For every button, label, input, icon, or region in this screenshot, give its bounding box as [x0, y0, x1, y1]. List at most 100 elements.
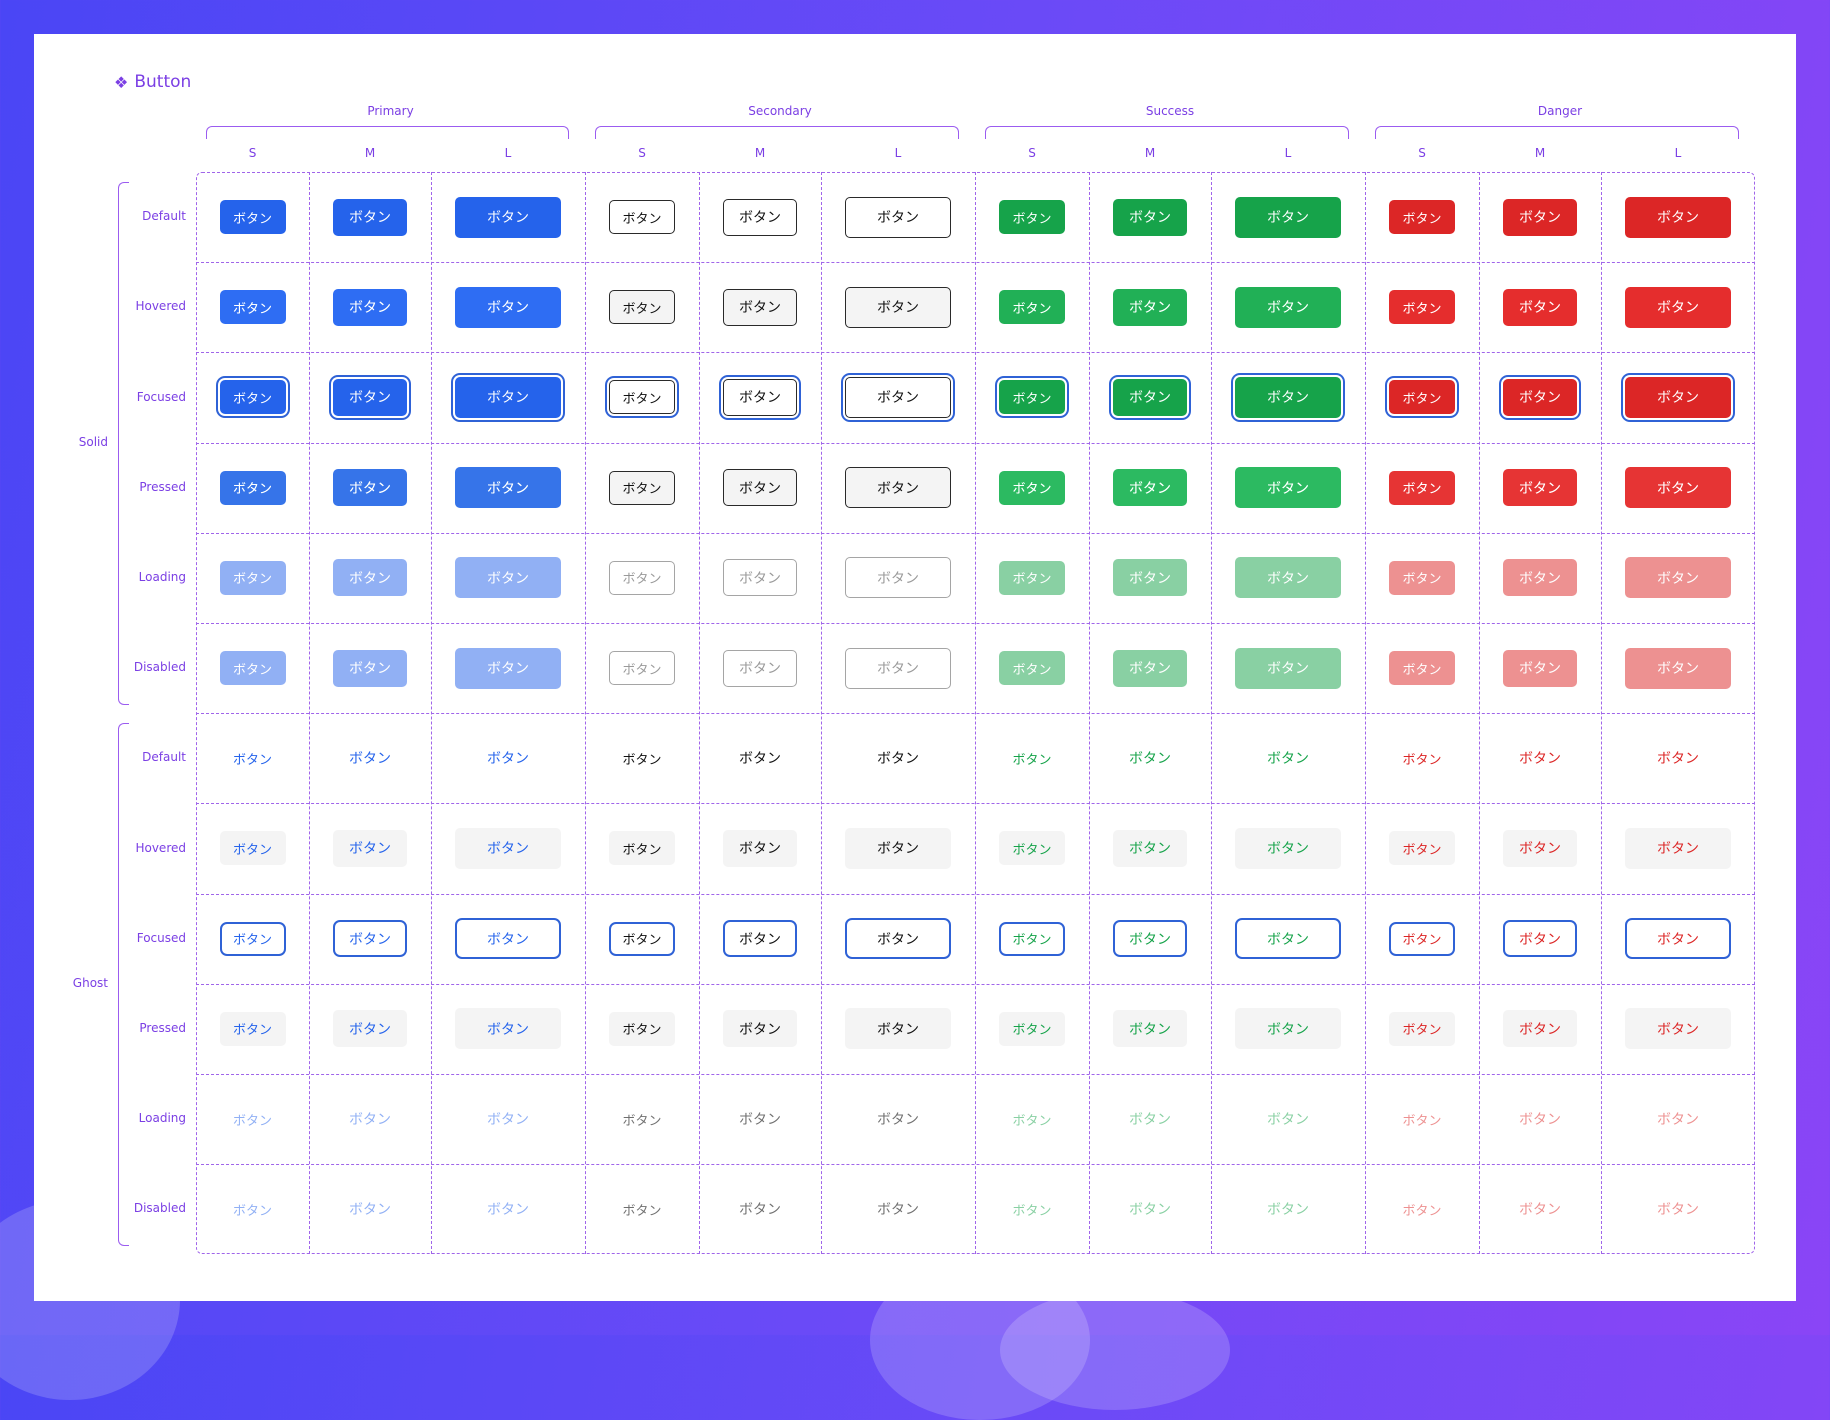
primary-solid-pressed-s-button[interactable]: ボタン — [219, 470, 286, 505]
danger-ghost-loading-m-button[interactable]: ボタン — [1519, 1112, 1561, 1129]
success-ghost-focused-s-button[interactable]: ボタン — [999, 921, 1065, 956]
primary-ghost-loading-m-button[interactable]: ボタン — [349, 1112, 391, 1129]
secondary-solid-default-s-button[interactable]: ボタン — [609, 200, 675, 235]
secondary-ghost-pressed-s-button[interactable]: ボタン — [609, 1011, 675, 1046]
success-ghost-hovered-s-button[interactable]: ボタン — [999, 831, 1065, 866]
success-ghost-hovered-m-button[interactable]: ボタン — [1113, 829, 1187, 867]
secondary-ghost-hovered-m-button[interactable]: ボタン — [723, 829, 797, 867]
danger-solid-hovered-m-button[interactable]: ボタン — [1503, 288, 1577, 326]
primary-ghost-default-s-button[interactable]: ボタン — [232, 752, 272, 768]
primary-ghost-default-m-button[interactable]: ボタン — [349, 751, 391, 768]
success-solid-hovered-l-button[interactable]: ボタン — [1235, 286, 1341, 328]
primary-ghost-focused-l-button[interactable]: ボタン — [455, 918, 561, 960]
primary-ghost-focused-s-button[interactable]: ボタン — [219, 921, 286, 956]
success-solid-loading-s-button[interactable]: ボタン — [999, 560, 1065, 595]
primary-solid-hovered-s-button[interactable]: ボタン — [219, 290, 286, 325]
primary-solid-focused-m-button[interactable]: ボタン — [333, 378, 407, 416]
secondary-solid-loading-m-button[interactable]: ボタン — [723, 559, 797, 597]
secondary-ghost-default-m-button[interactable]: ボタン — [739, 751, 781, 768]
secondary-solid-focused-m-button[interactable]: ボタン — [723, 378, 797, 416]
primary-solid-hovered-m-button[interactable]: ボタン — [333, 288, 407, 326]
secondary-solid-loading-s-button[interactable]: ボタン — [609, 560, 675, 595]
danger-ghost-hovered-s-button[interactable]: ボタン — [1389, 831, 1455, 866]
primary-ghost-hovered-m-button[interactable]: ボタン — [333, 829, 407, 867]
success-ghost-focused-l-button[interactable]: ボタン — [1235, 918, 1341, 960]
secondary-solid-default-m-button[interactable]: ボタン — [723, 198, 797, 236]
primary-solid-hovered-l-button[interactable]: ボタン — [455, 286, 561, 328]
danger-ghost-default-m-button[interactable]: ボタン — [1519, 751, 1561, 768]
danger-ghost-loading-s-button[interactable]: ボタン — [1402, 1113, 1442, 1129]
success-ghost-hovered-l-button[interactable]: ボタン — [1235, 827, 1341, 869]
primary-ghost-pressed-s-button[interactable]: ボタン — [219, 1011, 286, 1046]
success-solid-default-m-button[interactable]: ボタン — [1113, 198, 1187, 236]
secondary-ghost-loading-m-button[interactable]: ボタン — [739, 1112, 781, 1129]
danger-solid-pressed-s-button[interactable]: ボタン — [1389, 470, 1455, 505]
success-ghost-loading-l-button[interactable]: ボタン — [1267, 1112, 1309, 1129]
success-ghost-loading-s-button[interactable]: ボタン — [1012, 1113, 1052, 1129]
primary-solid-pressed-l-button[interactable]: ボタン — [455, 467, 561, 509]
success-solid-pressed-l-button[interactable]: ボタン — [1235, 467, 1341, 509]
primary-solid-loading-l-button[interactable]: ボタン — [455, 557, 561, 599]
primary-ghost-pressed-l-button[interactable]: ボタン — [455, 1008, 561, 1050]
secondary-solid-loading-l-button[interactable]: ボタン — [845, 557, 951, 599]
secondary-solid-pressed-m-button[interactable]: ボタン — [723, 469, 797, 507]
secondary-ghost-focused-l-button[interactable]: ボタン — [845, 918, 951, 960]
primary-solid-loading-s-button[interactable]: ボタン — [219, 560, 286, 595]
danger-solid-pressed-l-button[interactable]: ボタン — [1625, 467, 1731, 509]
danger-ghost-focused-m-button[interactable]: ボタン — [1503, 920, 1577, 958]
success-ghost-default-l-button[interactable]: ボタン — [1267, 751, 1309, 768]
secondary-solid-focused-s-button[interactable]: ボタン — [609, 380, 675, 415]
success-solid-loading-m-button[interactable]: ボタン — [1113, 559, 1187, 597]
success-ghost-pressed-s-button[interactable]: ボタン — [999, 1011, 1065, 1046]
success-solid-pressed-m-button[interactable]: ボタン — [1113, 469, 1187, 507]
success-solid-hovered-m-button[interactable]: ボタン — [1113, 288, 1187, 326]
danger-solid-pressed-m-button[interactable]: ボタン — [1503, 469, 1577, 507]
secondary-solid-hovered-m-button[interactable]: ボタン — [723, 288, 797, 326]
primary-ghost-hovered-s-button[interactable]: ボタン — [219, 831, 286, 866]
secondary-ghost-hovered-l-button[interactable]: ボタン — [845, 827, 951, 869]
success-solid-default-l-button[interactable]: ボタン — [1235, 196, 1341, 238]
primary-solid-loading-m-button[interactable]: ボタン — [333, 559, 407, 597]
success-solid-focused-l-button[interactable]: ボタン — [1235, 376, 1341, 418]
secondary-solid-default-l-button[interactable]: ボタン — [845, 196, 951, 238]
danger-ghost-hovered-m-button[interactable]: ボタン — [1503, 829, 1577, 867]
danger-ghost-loading-l-button[interactable]: ボタン — [1657, 1112, 1699, 1129]
danger-solid-default-m-button[interactable]: ボタン — [1503, 198, 1577, 236]
secondary-ghost-pressed-l-button[interactable]: ボタン — [845, 1008, 951, 1050]
secondary-ghost-pressed-m-button[interactable]: ボタン — [723, 1010, 797, 1048]
primary-solid-focused-s-button[interactable]: ボタン — [219, 380, 286, 415]
secondary-solid-pressed-s-button[interactable]: ボタン — [609, 470, 675, 505]
success-solid-focused-s-button[interactable]: ボタン — [999, 380, 1065, 415]
primary-solid-default-l-button[interactable]: ボタン — [455, 196, 561, 238]
danger-ghost-focused-l-button[interactable]: ボタン — [1625, 918, 1731, 960]
danger-ghost-focused-s-button[interactable]: ボタン — [1389, 921, 1455, 956]
primary-solid-pressed-m-button[interactable]: ボタン — [333, 469, 407, 507]
secondary-solid-pressed-l-button[interactable]: ボタン — [845, 467, 951, 509]
secondary-ghost-default-s-button[interactable]: ボタン — [622, 752, 662, 768]
secondary-ghost-loading-l-button[interactable]: ボタン — [877, 1112, 919, 1129]
danger-solid-loading-s-button[interactable]: ボタン — [1389, 560, 1455, 595]
primary-solid-focused-l-button[interactable]: ボタン — [455, 376, 561, 418]
secondary-ghost-focused-s-button[interactable]: ボタン — [609, 921, 675, 956]
danger-solid-default-l-button[interactable]: ボタン — [1625, 196, 1731, 238]
primary-ghost-pressed-m-button[interactable]: ボタン — [333, 1010, 407, 1048]
danger-ghost-default-l-button[interactable]: ボタン — [1657, 751, 1699, 768]
primary-ghost-loading-l-button[interactable]: ボタン — [487, 1112, 529, 1129]
secondary-solid-hovered-s-button[interactable]: ボタン — [609, 290, 675, 325]
success-ghost-default-m-button[interactable]: ボタン — [1129, 751, 1171, 768]
secondary-solid-focused-l-button[interactable]: ボタン — [845, 376, 951, 418]
primary-ghost-default-l-button[interactable]: ボタン — [487, 751, 529, 768]
danger-ghost-default-s-button[interactable]: ボタン — [1402, 752, 1442, 768]
primary-ghost-loading-s-button[interactable]: ボタン — [232, 1113, 272, 1129]
success-solid-loading-l-button[interactable]: ボタン — [1235, 557, 1341, 599]
danger-ghost-pressed-l-button[interactable]: ボタン — [1625, 1008, 1731, 1050]
danger-ghost-hovered-l-button[interactable]: ボタン — [1625, 827, 1731, 869]
danger-ghost-pressed-m-button[interactable]: ボタン — [1503, 1010, 1577, 1048]
primary-solid-default-m-button[interactable]: ボタン — [333, 198, 407, 236]
danger-solid-loading-l-button[interactable]: ボタン — [1625, 557, 1731, 599]
danger-solid-focused-l-button[interactable]: ボタン — [1625, 376, 1731, 418]
success-ghost-default-s-button[interactable]: ボタン — [1012, 752, 1052, 768]
success-solid-default-s-button[interactable]: ボタン — [999, 200, 1065, 235]
success-ghost-pressed-l-button[interactable]: ボタン — [1235, 1008, 1341, 1050]
danger-ghost-pressed-s-button[interactable]: ボタン — [1389, 1011, 1455, 1046]
